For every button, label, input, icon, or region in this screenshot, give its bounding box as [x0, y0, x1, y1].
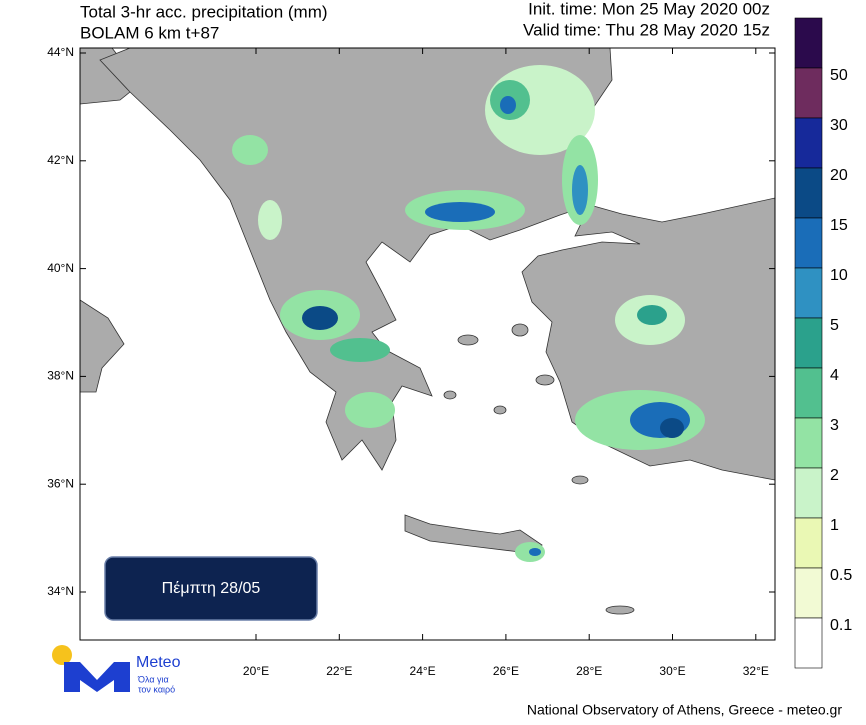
logo-sun [52, 645, 72, 665]
precip-area [572, 165, 588, 215]
island [511, 323, 529, 337]
island [457, 334, 479, 346]
colorbar-label: 50 [830, 67, 848, 84]
colorbar-label: 1 [830, 517, 839, 534]
colorbar-swatch [794, 467, 823, 519]
colorbar-swatch [794, 517, 823, 569]
precip-area [302, 306, 338, 330]
model: BOLAM 6 km t+87 [80, 23, 219, 42]
logo-tagline: Όλα για [137, 674, 169, 684]
colorbar-label: 3 [830, 417, 839, 434]
title: Total 3-hr acc. precipitation (mm) [80, 2, 328, 21]
colorbar-swatch [794, 367, 823, 419]
island [443, 390, 457, 400]
colorbar-swatch [794, 417, 823, 469]
colorbar-swatch [794, 67, 823, 119]
colorbar-label: 2 [830, 467, 839, 484]
badge: Πέμπτη 28/05 [104, 556, 318, 621]
lat-label: 36°N [47, 476, 74, 490]
lon-label: 26°E [493, 664, 519, 678]
colorbar-swatch [794, 617, 823, 669]
logo: Meteo Όλα για τον καιρό [52, 645, 181, 694]
island [535, 374, 555, 386]
colorbar-swatch [794, 317, 823, 369]
colorbar-label: 30 [830, 117, 848, 134]
precip-area [637, 305, 667, 325]
precipitation [232, 65, 705, 562]
colorbar-swatch [794, 217, 823, 269]
precip-area [500, 96, 516, 114]
lat-label: 34°N [47, 584, 74, 598]
lat-label: 44°N [47, 45, 74, 59]
init-time: Init. time: Mon 25 May 2020 00z [528, 0, 770, 18]
colorbar-label: 10 [830, 267, 848, 284]
colorbar-swatch [794, 267, 823, 319]
precip-area [330, 338, 390, 362]
colorbar-label: 4 [830, 367, 839, 384]
lon-label: 28°E [576, 664, 602, 678]
lon-label: 24°E [410, 664, 436, 678]
valid-time: Valid time: Thu 28 May 2020 15z [523, 20, 770, 39]
island [605, 605, 635, 615]
footer: National Observatory of Athens, Greece -… [527, 702, 842, 718]
logo-mark [64, 662, 130, 692]
badge-box [104, 556, 318, 621]
lat-label: 42°N [47, 153, 74, 167]
badge-text: Πέμπτη 28/05 [162, 580, 261, 597]
logo-tagline: τον καιρό [138, 684, 175, 694]
lat-label: 38°N [47, 369, 74, 383]
island [571, 475, 589, 485]
land [404, 514, 543, 553]
precip-area [345, 392, 395, 428]
lon-label: 32°E [743, 664, 769, 678]
colorbar-swatch [794, 167, 823, 219]
colorbar-swatch [794, 567, 823, 619]
lon-label: 20°E [243, 664, 269, 678]
land [80, 299, 125, 393]
colorbar-swatch [794, 117, 823, 169]
lon-label: 30°E [659, 664, 685, 678]
lon-label: 22°E [326, 664, 352, 678]
island [493, 405, 507, 415]
precip-area [660, 418, 684, 438]
map-frame [79, 47, 776, 641]
colorbar-label: 0.5 [830, 567, 852, 584]
land [99, 48, 613, 471]
colorbar-label: 5 [830, 317, 839, 334]
logo-name: Meteo [136, 654, 181, 671]
precip-area [529, 548, 541, 556]
colorbar-label: 15 [830, 217, 848, 234]
colorbar-label: 0.1 [830, 617, 852, 634]
precip-area [425, 202, 495, 222]
colorbar-label: 20 [830, 167, 848, 184]
precip-area [232, 135, 268, 165]
lat-label: 40°N [47, 261, 74, 275]
colorbar-swatch [794, 17, 823, 69]
map [79, 47, 776, 641]
precip-area [258, 200, 282, 240]
